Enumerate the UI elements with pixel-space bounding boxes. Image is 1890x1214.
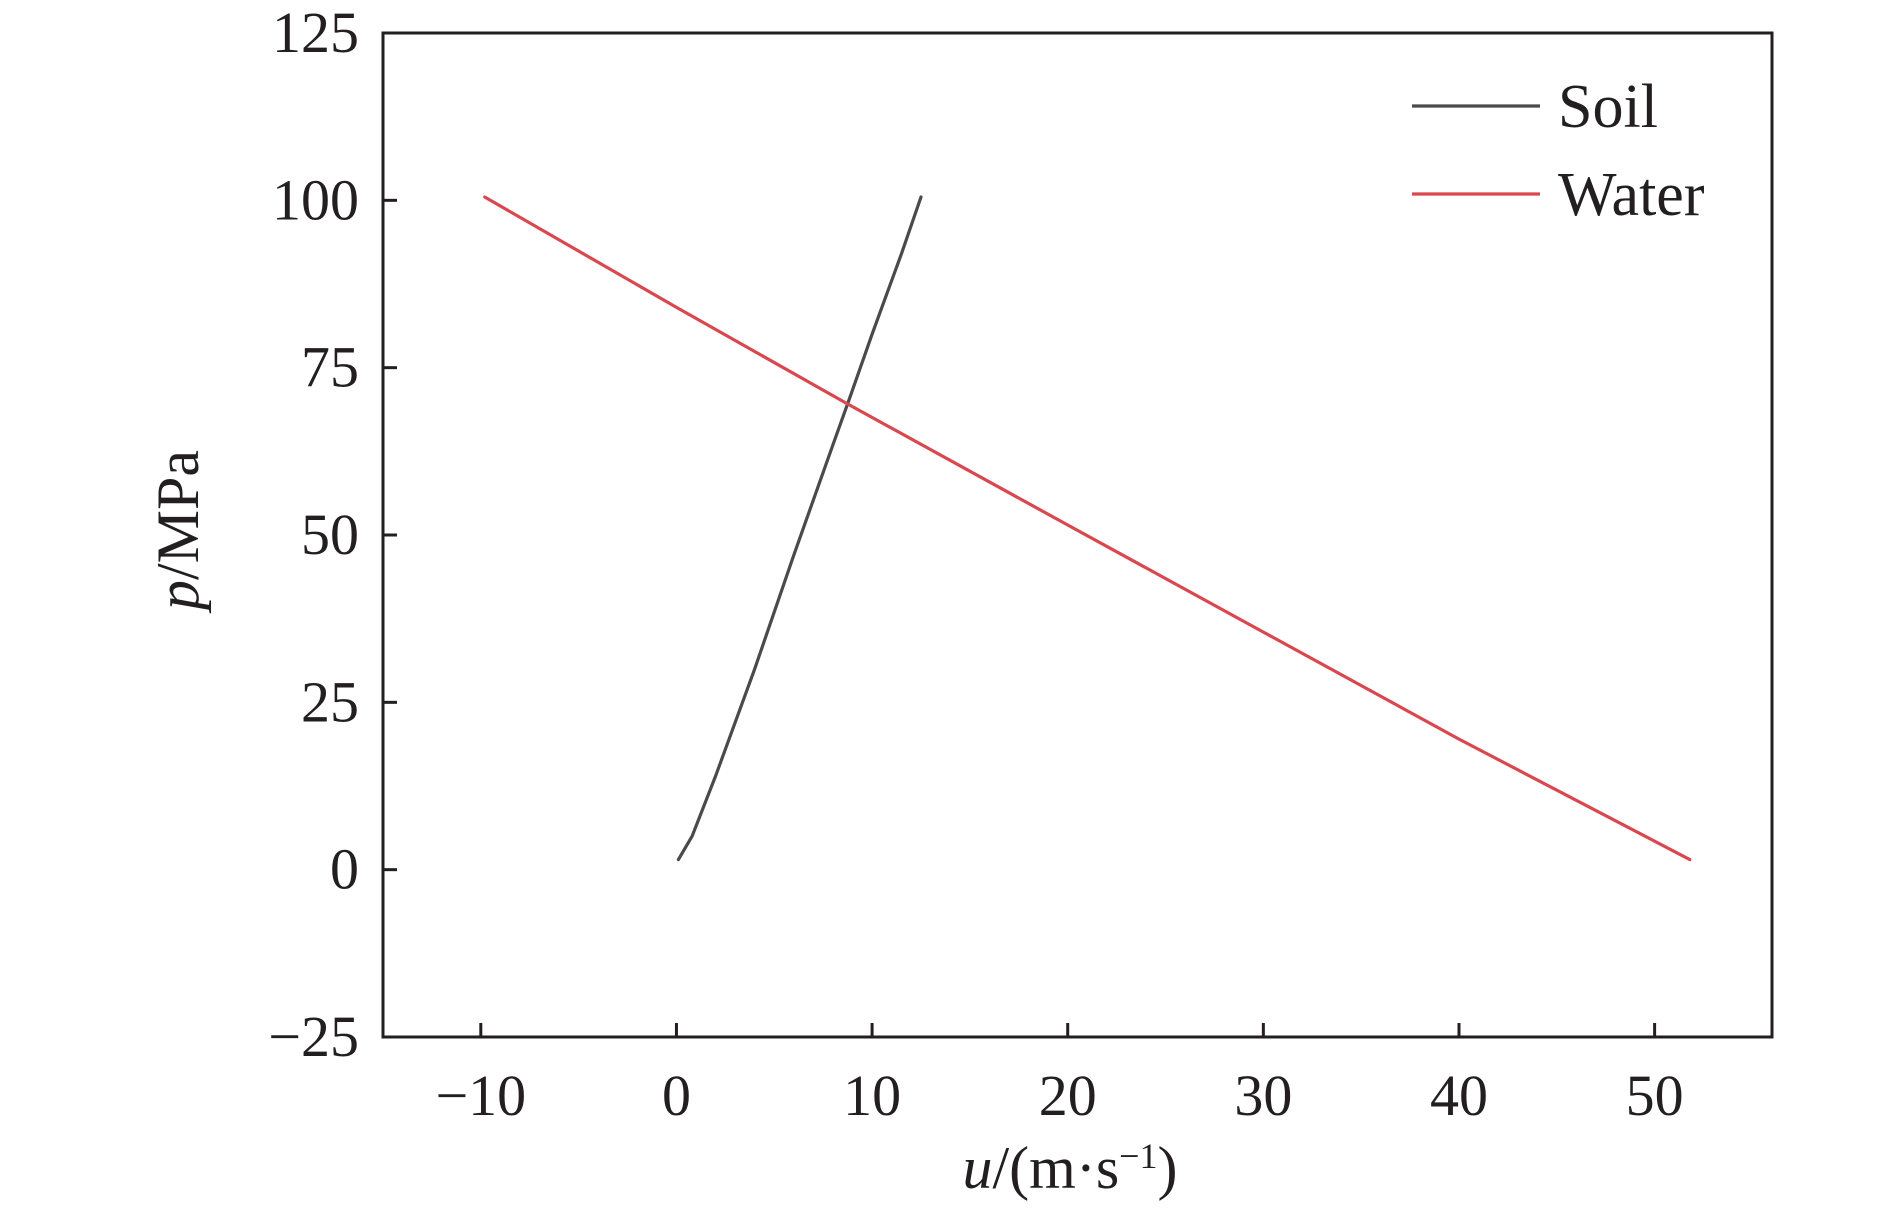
y-tick-label: −25 [268, 1004, 359, 1069]
legend: Soil Water [1412, 73, 1705, 229]
y-axis-label: p/MPa [145, 450, 211, 614]
y-tick-label: 0 [330, 837, 359, 902]
y-tick-label: 25 [301, 669, 359, 734]
x-tick-label: 0 [662, 1063, 691, 1128]
y-axis-var: p [145, 580, 211, 614]
legend-label-soil: Soil [1558, 73, 1658, 141]
series-line-water [483, 195, 1692, 862]
y-tick-label: 50 [301, 502, 359, 567]
y-tick-label: 100 [272, 167, 359, 232]
series-line-soil [676, 195, 923, 862]
x-tick-label: 40 [1430, 1063, 1488, 1128]
y-tick-label: 125 [272, 0, 359, 65]
plot-layer [483, 195, 1692, 862]
y-tick-label: 75 [301, 335, 359, 400]
x-tick-label: 30 [1234, 1063, 1292, 1128]
x-tick-label: 50 [1626, 1063, 1684, 1128]
x-axis-var: u [963, 1135, 993, 1201]
y-axis-unit: /MPa [145, 450, 211, 580]
ticks-layer: −10 0 10 20 30 40 50 −25 0 25 50 75 100 125 [268, 0, 1683, 1128]
x-axis-label: u/(m·s−1) [963, 1135, 1178, 1201]
x-axis-unit-open: /(m·s [993, 1135, 1120, 1201]
x-axis-unit-close: ) [1157, 1135, 1177, 1201]
x-tick-label: 10 [843, 1063, 901, 1128]
x-axis-unit-sup: −1 [1119, 1136, 1157, 1176]
x-tick-label: −10 [435, 1063, 526, 1128]
x-tick-label: 20 [1039, 1063, 1097, 1128]
legend-label-water: Water [1558, 161, 1705, 229]
